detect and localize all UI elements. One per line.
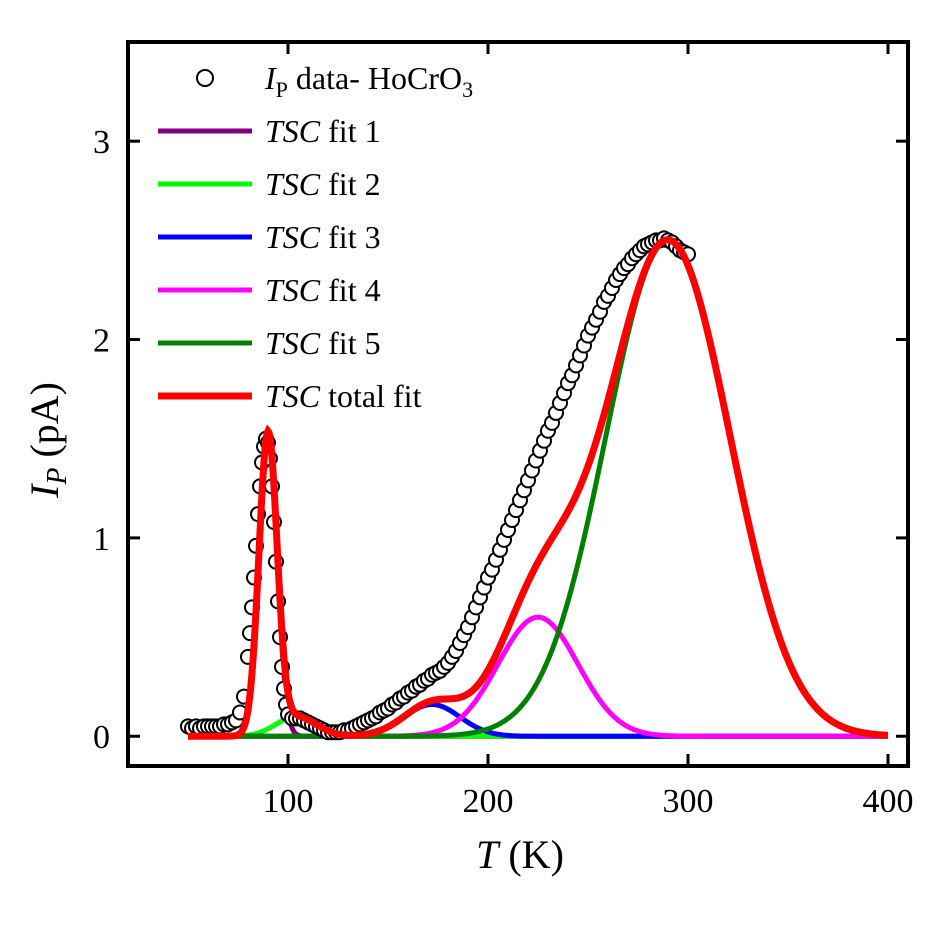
x-tick-label: 300 [663,783,714,820]
y-axis-title: IP (pA) [22,382,73,499]
y-tick-label: 3 [93,124,110,161]
legend-label-data: IP data- HoCrO3 [264,60,473,102]
x-axis-title: T (K) [476,832,564,877]
x-tick-label: 200 [463,783,514,820]
legend-label-fit5: TSC fit 5 [265,325,381,361]
legend-label-fit2: TSC fit 2 [265,166,381,202]
legend-label-fit1: TSC fit 1 [265,113,381,149]
legend-label-fit4: TSC fit 4 [265,272,381,308]
y-tick-label: 2 [93,323,110,360]
plot-frame [126,40,910,768]
total-fit-layer [188,236,889,740]
series-fit1 [188,433,888,739]
x-tick-label: 100 [263,783,314,820]
legend-label-fit3: TSC fit 3 [265,219,381,255]
data-points [180,230,696,741]
axis-ticks: 100 200 300 400 0 1 2 3 [93,42,914,820]
legend-label-total: TSC total fit [265,378,422,414]
series-fit5 [188,237,889,739]
x-tick-label: 400 [863,783,914,820]
fit-curves [188,237,889,739]
series-total [188,236,889,740]
y-tick-label: 1 [93,521,110,558]
y-tick-label: 0 [93,719,110,756]
legend-marker-data [196,69,214,87]
legend: IP data- HoCrO3 TSC fit 1 TSC fit 2 TSC fit… [158,60,473,414]
